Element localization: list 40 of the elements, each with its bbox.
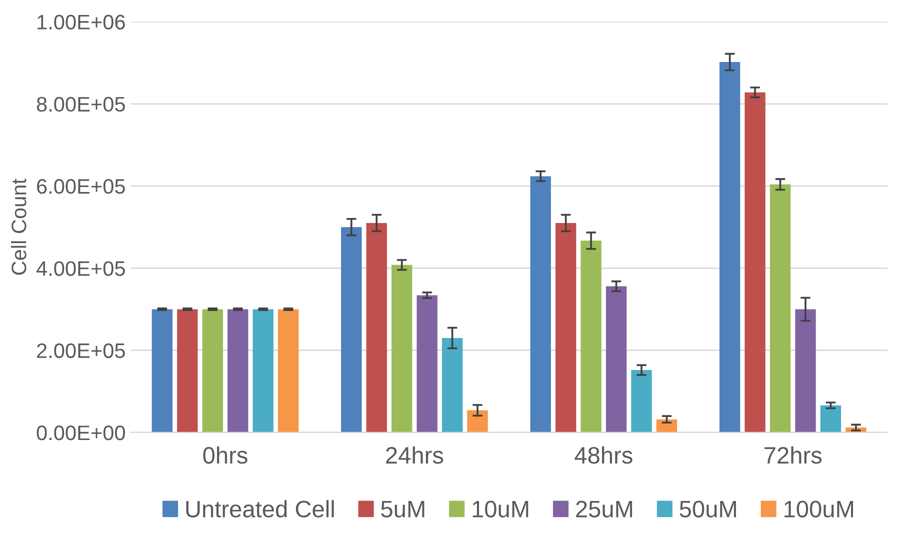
bar	[341, 227, 362, 432]
bar	[416, 295, 438, 432]
legend-label: 50uM	[680, 500, 736, 518]
bar	[442, 338, 463, 432]
bar	[719, 62, 740, 432]
y-tick-label: 1.00E+06	[38, 14, 125, 30]
bar	[177, 309, 198, 432]
x-tick-label: 72hrs	[764, 446, 822, 464]
bar	[770, 184, 791, 432]
legend-label: 100uM	[784, 500, 854, 518]
y-tick-label: 4.00E+05	[36, 261, 125, 276]
bar	[580, 240, 602, 432]
bar	[228, 309, 248, 432]
legend-label: 25uM	[576, 500, 632, 518]
bar	[152, 309, 173, 432]
bar	[202, 309, 223, 432]
x-tick-label: 24hrs	[386, 446, 444, 464]
bar	[656, 419, 678, 432]
bar	[252, 309, 274, 432]
bar	[744, 92, 766, 432]
x-tick-label: 48hrs	[574, 446, 632, 464]
bar	[631, 370, 652, 432]
y-axis-title: Cell Count	[11, 178, 26, 275]
bar	[795, 309, 816, 432]
y-tick-label: 2.00E+05	[37, 343, 125, 358]
bar	[392, 264, 412, 432]
bar	[555, 223, 576, 432]
bar	[820, 405, 842, 432]
y-tick-label: 6.00E+05	[37, 179, 125, 194]
bar	[606, 286, 627, 432]
y-tick-label: 8.00E+05	[36, 96, 125, 112]
legend-label: Untreated Cell	[186, 500, 334, 518]
bar	[530, 176, 551, 432]
legend-label: 10uM	[472, 500, 528, 518]
bar	[366, 223, 387, 432]
bar	[467, 410, 488, 432]
legend-label: 5uM	[381, 500, 424, 518]
y-tick-label: 0.00E+00	[36, 425, 125, 440]
bar	[278, 309, 299, 432]
x-tick-label: 0hrs	[203, 446, 248, 464]
